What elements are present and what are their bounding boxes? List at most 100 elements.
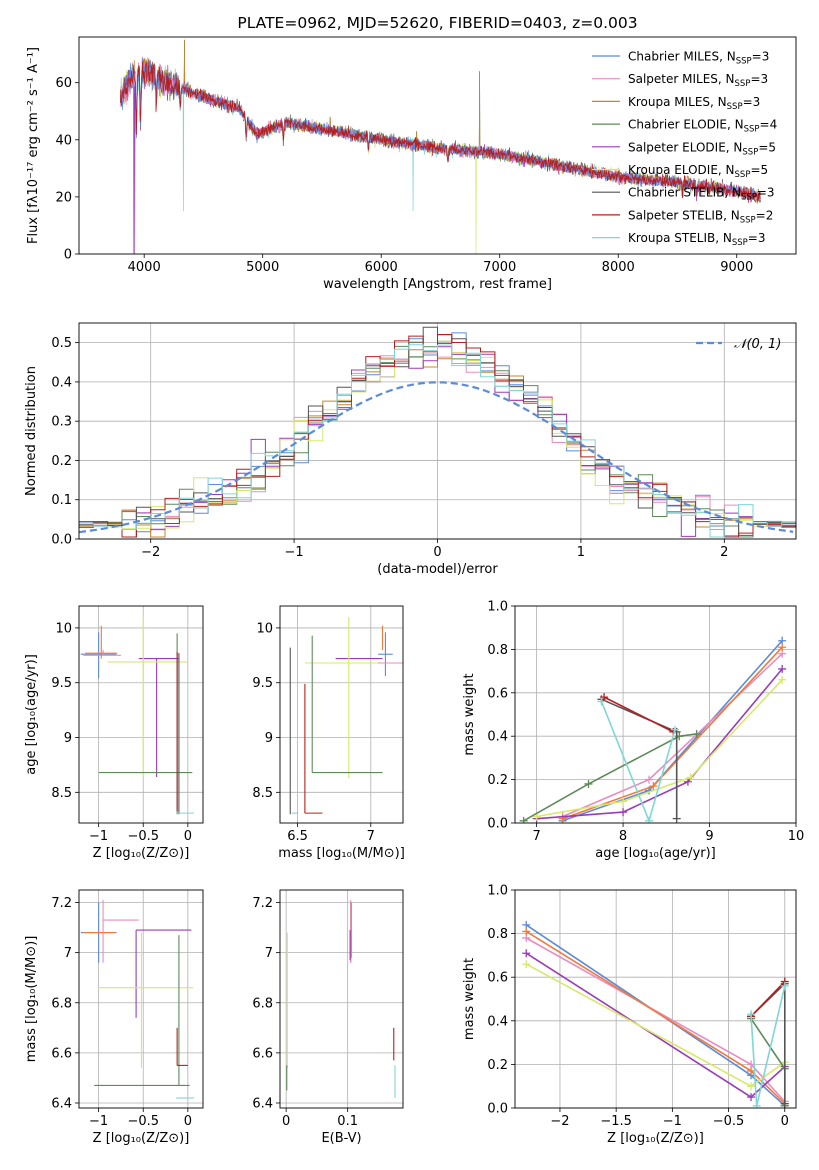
panel-weight-vs-age: 7 8 9 10 0.0 0.2 0.4 0.6 0.8 1.0 age [log₁₀(age/yr…: [462, 600, 804, 862]
axes-frame: [78, 322, 797, 540]
legend-entry-suffix: =3: [750, 72, 768, 86]
spectrum-line-8: [120, 58, 761, 203]
spectrum-line-6: [120, 57, 761, 254]
plot-area: [79, 326, 796, 538]
weight-marker: [780, 981, 789, 990]
y-tick-label: 0.6: [487, 686, 508, 701]
weight-marker: [619, 797, 628, 806]
y-tick-label: 9: [265, 731, 273, 746]
x-axis-label: wavelength [Angstrom, rest frame]: [323, 277, 552, 292]
y-tick-label: 7.2: [252, 896, 273, 911]
x-tick-label: −2: [550, 1114, 569, 1129]
y-tick-label: 10: [55, 621, 72, 636]
weight-marker: [672, 814, 681, 823]
legend-entry: Salpeter ELODIE, NSSP=5: [628, 140, 776, 157]
legend-entry-name: Salpeter ELODIE, N: [628, 140, 742, 154]
y-tick-label: 60: [55, 76, 72, 91]
y-tick-label: 7: [64, 946, 72, 961]
y-tick-label: 0.1: [51, 493, 72, 508]
weight-marker: [747, 1093, 756, 1102]
x-axis-label: Z [log₁₀(Z/Z⊙)]: [607, 1131, 704, 1146]
legend-entry: Kroupa STELIB, NSSP=3: [628, 231, 766, 248]
normal-curve: [79, 381, 794, 534]
y-tick-label: 0.0: [487, 1102, 508, 1117]
weight-marker: [686, 773, 695, 782]
x-tick-label: 9000: [720, 260, 753, 275]
grid-lines: [515, 605, 797, 824]
y-tick-label: 0.0: [487, 817, 508, 832]
panel-age-vs-Z: −1 −0.5 0 8.5 9 9.5 10 Z [log₁₀(Z/Z⊙)] age [log₁…: [24, 605, 204, 861]
weight-line: [525, 952, 786, 1099]
legend-entry-sub: SSP: [742, 147, 758, 157]
weight-marker: [522, 927, 531, 936]
legend-entry-name: Chabrier MILES, N: [628, 50, 736, 64]
y-tick-label: 20: [55, 190, 72, 205]
y-tick-label: 8.5: [51, 786, 72, 801]
y-tick-label: 10: [256, 621, 273, 636]
x-tick-label: 2: [720, 545, 728, 560]
weight-line: [750, 981, 786, 1017]
legend-entry-name: Salpeter STELIB, N: [628, 208, 740, 222]
plot-area: [522, 920, 789, 1108]
y-axis-label: mass weight: [462, 958, 477, 1040]
x-tick-label: 5000: [246, 260, 279, 275]
weight-marker: [519, 816, 528, 823]
weight-marker: [584, 779, 593, 788]
x-tick-label: −1: [663, 1114, 682, 1129]
legend-entry: Kroupa MILES, NSSP=3: [628, 95, 760, 112]
panel-age-vs-mass: 6.5 7 8.5 9 9.5 10 mass [log₁₀(M/M⊙)]: [252, 605, 405, 861]
weight-line: [525, 937, 786, 1103]
axes-frame: [78, 36, 797, 255]
plot-area: [519, 636, 787, 823]
x-tick-label: 0: [184, 829, 192, 844]
y-tick-label: 9.5: [252, 676, 273, 691]
x-tick-label: 0.1: [337, 1114, 358, 1129]
grid-lines: [280, 606, 403, 823]
x-axis-label: Z [log₁₀(Z/Z⊙)]: [93, 846, 190, 861]
weight-marker: [649, 782, 658, 791]
legend-entry-name: Chabrier ELODIE, N: [628, 118, 744, 132]
y-axis-label: mass [log₁₀(M/M⊙)]: [24, 936, 39, 1063]
legend-entry-name: Kroupa MILES, N: [628, 95, 727, 109]
panel-weight-vs-Z: −2 −1.5 −1 −0.5 0 0.0 0.2 0.4 0.6 0.8 1.0 Z [log₁₀(…: [462, 884, 797, 1146]
legend-entry: Salpeter MILES, NSSP=3: [628, 72, 768, 89]
y-tick-label: 40: [55, 133, 72, 148]
legend-entry-sub: SSP: [744, 125, 760, 135]
x-tick-label: 7: [367, 829, 375, 844]
legend-entry: Salpeter STELIB, NSSP=2: [628, 208, 773, 225]
x-tick-label: 0: [282, 1114, 290, 1129]
legend-entry-suffix: =3: [757, 186, 775, 200]
y-tick-label: 6.6: [252, 1046, 273, 1061]
y-tick-label: 0.3: [51, 415, 72, 430]
weight-line: [562, 646, 783, 820]
weight-marker: [645, 775, 654, 784]
y-tick-label: 6.4: [252, 1096, 273, 1111]
x-axis-label: age [log₁₀(age/yr)]: [595, 846, 716, 861]
weight-line: [603, 696, 674, 733]
panel-mass-vs-Z: −1 −0.5 0 6.4 6.6 6.8 7 7.2 Z [log₁₀(Z/Z⊙)] mass …: [24, 889, 204, 1146]
y-axis-label: Flux [fλ10⁻¹⁷ erg cm⁻² s⁻¹ A⁻¹]: [26, 47, 41, 244]
grid-lines: [79, 606, 203, 823]
weight-marker: [597, 697, 606, 706]
x-tick-label: 8000: [602, 260, 635, 275]
weight-marker: [522, 960, 531, 969]
y-tick-label: 8.5: [252, 786, 273, 801]
legend-entry-name: Chabrier STELIB, N: [628, 186, 741, 200]
plot-area: [80, 900, 195, 1099]
y-tick-label: 0.6: [487, 971, 508, 986]
x-tick-label: −0.5: [127, 1114, 159, 1129]
axes-frame: [78, 889, 204, 1109]
y-tick-label: 0.4: [51, 375, 72, 390]
weight-marker: [747, 1010, 756, 1019]
x-tick-label: −1: [285, 545, 304, 560]
y-tick-label: 9.5: [51, 676, 72, 691]
weight-marker: [645, 816, 654, 823]
y-tick-label: 9: [64, 731, 72, 746]
x-tick-label: −2: [141, 545, 160, 560]
legend-entry-suffix: =5: [758, 140, 776, 154]
axes-frame: [78, 605, 204, 824]
x-tick-label: 4000: [128, 260, 161, 275]
x-tick-label: −1: [89, 829, 108, 844]
